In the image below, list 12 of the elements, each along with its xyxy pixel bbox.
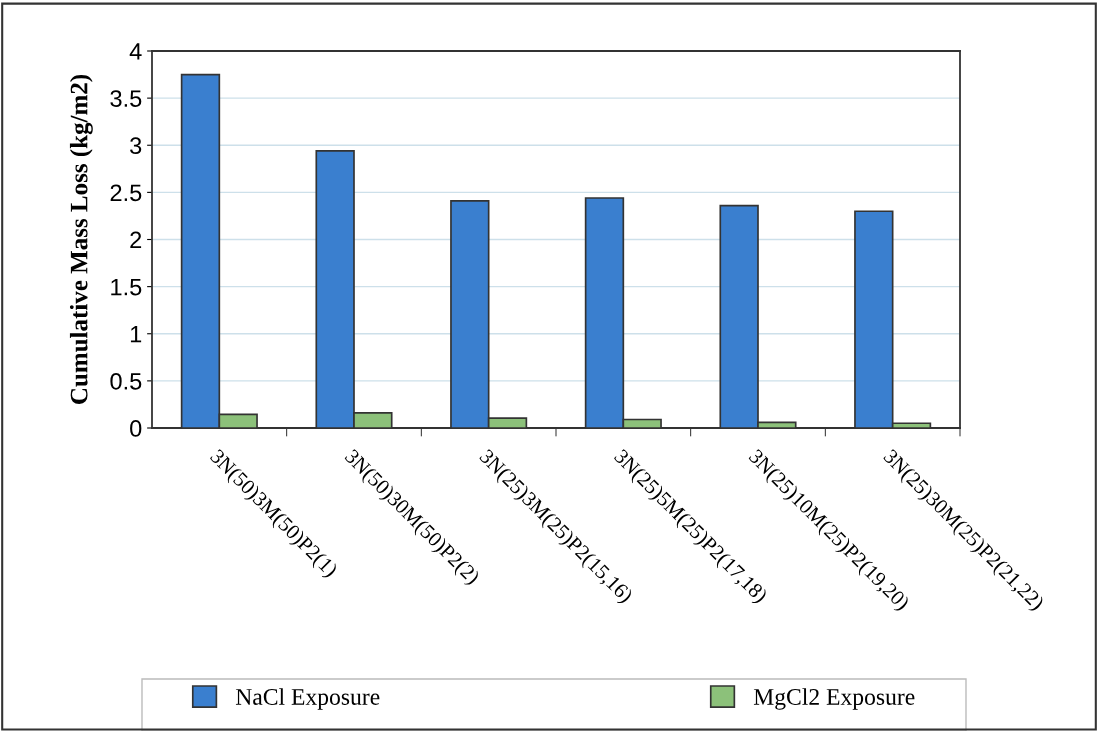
y-tick-label: 1.5	[111, 278, 142, 296]
y-tick-label: 0.5	[110, 372, 142, 390]
y-tick-label: 3	[130, 137, 142, 155]
y-tick-label: 0	[130, 420, 142, 437]
y-tick-label: 2	[130, 231, 142, 249]
y-tick-label: 2.5	[110, 184, 142, 202]
y-tick-label: 4	[129, 43, 142, 60]
legend-label: NaCl Exposure	[235, 688, 380, 710]
y-axis-title: Cumulative Mass Loss (kg/m2)	[69, 74, 93, 404]
legend-label: MgCl2 Exposure	[753, 688, 915, 710]
y-tick-label: 1	[130, 326, 142, 343]
y-tick-label: 3.5	[110, 90, 142, 107]
